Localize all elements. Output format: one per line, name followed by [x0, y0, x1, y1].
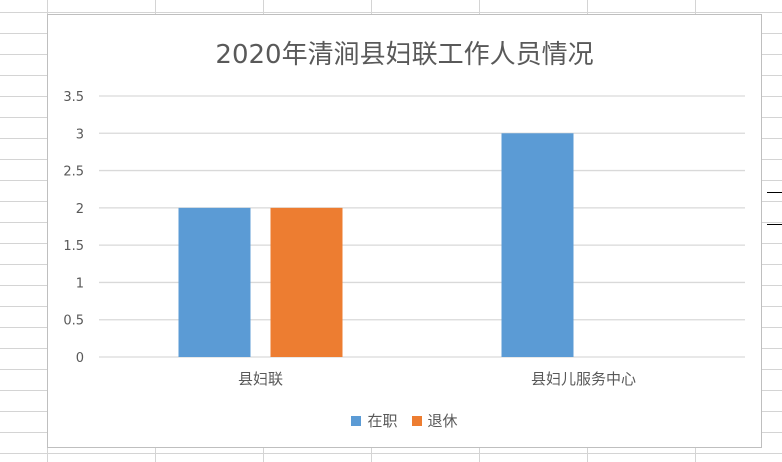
x-tick-label: 县妇联 — [238, 370, 283, 388]
y-tick-label: 3 — [76, 127, 84, 142]
legend-label: 在职 — [367, 412, 398, 430]
y-tick-label: 1 — [76, 276, 84, 291]
plot-area: 0 0.5 1 1.5 2 2.5 3 3.5 县妇联 县妇儿服务中心 — [63, 90, 745, 388]
y-tick-label: 3.5 — [63, 90, 84, 105]
legend-swatch — [351, 415, 362, 426]
y-tick-label: 0 — [76, 351, 84, 366]
cell-border-mark — [767, 224, 782, 225]
y-tick-label: 2.5 — [63, 165, 84, 180]
chart-title: 2020年清涧县妇联工作人员情况 — [215, 40, 594, 70]
y-tick-label: 0.5 — [63, 314, 84, 329]
x-tick-label: 县妇儿服务中心 — [531, 370, 636, 388]
y-tick-label: 1.5 — [63, 239, 84, 254]
bar — [178, 207, 251, 357]
legend-entry: 在职 — [351, 410, 398, 431]
legend-entry: 退休 — [411, 410, 458, 431]
legend: 在职 退休 — [48, 410, 761, 431]
cell-border-mark — [767, 192, 782, 193]
bar — [501, 133, 574, 357]
legend-swatch — [411, 415, 422, 426]
y-tick-label: 2 — [76, 202, 84, 217]
bar — [270, 207, 343, 357]
legend-label: 退休 — [427, 412, 458, 430]
chart-area[interactable]: 2020年清涧县妇联工作人员情况 0 0.5 1 1.5 2 2.5 3 3.5 县妇联 县妇儿服… — [47, 14, 762, 448]
